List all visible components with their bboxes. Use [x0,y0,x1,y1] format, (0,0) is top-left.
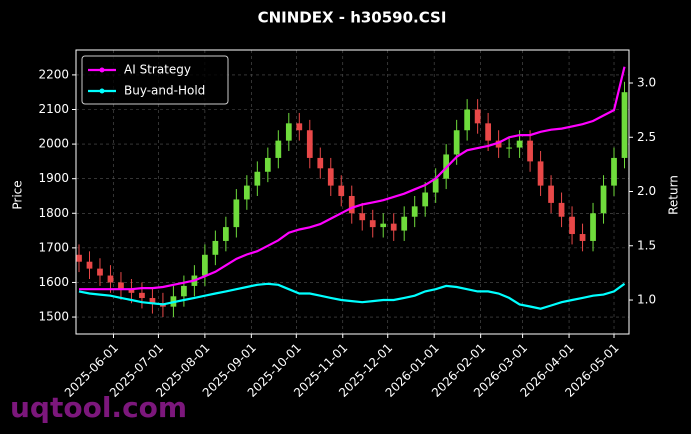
y2-tick-label: 2.5 [637,130,656,144]
plot-frame [75,49,630,335]
y-tick-label: 1500 [38,310,69,324]
y-tick-label: 1800 [38,206,69,220]
y-axis-label: Price [11,180,25,209]
candle-body [432,178,439,193]
candle-body [128,289,135,293]
legend-marker [99,67,105,73]
candle-body [495,140,502,148]
y-tick-label: 1700 [38,240,69,254]
candle-body [579,234,586,241]
y2-tick-label: 3.0 [637,75,656,89]
candle-body [590,213,596,241]
candle-body [86,261,93,269]
candle-body [296,123,303,131]
candle-body [254,171,261,186]
candle-body [118,282,124,290]
y-tick-label: 2100 [38,102,69,116]
y-tick-label: 2000 [38,137,69,151]
candle-body [285,123,292,141]
y2-axis-label: Return [667,175,681,215]
candle-body [516,140,523,148]
candle-body [76,254,82,262]
candle-body [306,130,313,158]
candle-body [527,140,533,162]
candle-body [558,202,565,217]
candle-body [107,275,114,283]
candle-body [233,199,240,228]
candle-body [600,185,607,214]
candle-body [537,161,544,186]
candle-body [474,109,481,124]
candle-body [149,298,156,304]
candle-body [243,185,250,200]
candle-body [401,216,408,231]
return-line [79,66,626,291]
y2-tick-label: 2.0 [637,184,656,198]
candle-body [97,268,103,276]
candle-body [453,130,460,155]
chart-title: CNINDEX - h30590.CSI [258,9,447,27]
watermark: uqtool.com [10,391,187,424]
legend-box [81,55,229,105]
y-tick-label: 1900 [38,171,69,185]
candle-body [569,216,575,235]
candle-body [275,140,282,158]
candle-body [348,195,355,214]
candle-body [422,192,429,207]
candle-body [327,168,334,186]
candle-body [621,92,628,158]
legend-label: Buy-and-Hold [124,84,205,98]
y-tick-label: 1600 [38,275,69,289]
candle-body [506,147,512,149]
candle-body [485,123,491,141]
candle-body [212,240,219,255]
y2-tick-label: 1.0 [637,293,656,307]
candle-body [202,254,208,276]
candle-body [369,220,376,228]
legend-label: AI Strategy [124,63,191,77]
candle-body [359,213,366,221]
candle-body [380,223,387,228]
candle-body [338,185,345,196]
return-line [78,282,626,310]
candle-body [548,185,554,203]
candle-body [411,206,418,217]
candle-body [181,285,187,297]
candle-body [264,157,271,172]
y-tick-label: 2200 [38,67,69,81]
candle-body [139,292,145,299]
legend-marker [99,88,105,94]
candle-body [464,109,471,131]
candle-body [222,227,229,241]
y2-tick-label: 1.5 [637,238,656,252]
candle-body [611,157,617,186]
candle-body [390,223,397,231]
candle-body [317,157,324,169]
